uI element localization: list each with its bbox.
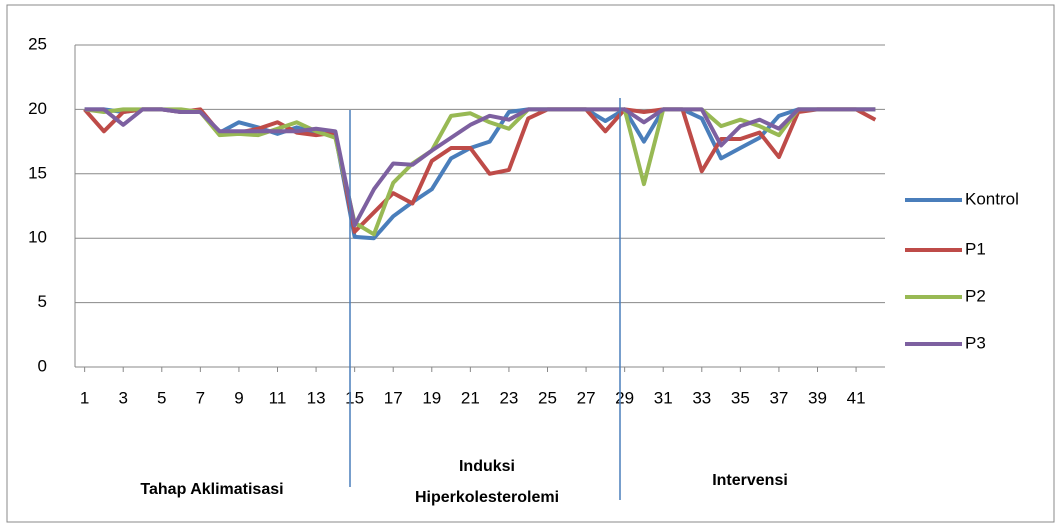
x-tick-label: 3	[118, 388, 127, 407]
x-tick-label: 15	[345, 388, 364, 407]
x-tick-label: 39	[808, 388, 827, 407]
annotation: Tahap Aklimatisasi	[140, 481, 283, 498]
x-tick-label: 27	[577, 388, 596, 407]
annotation: Induksi	[459, 458, 515, 475]
chart-frame	[6, 4, 1055, 523]
y-tick-label: 25	[28, 34, 47, 53]
y-tick-label: 20	[28, 99, 47, 118]
x-tick-label: 23	[499, 388, 518, 407]
x-tick-label: 9	[234, 388, 243, 407]
x-tick-label: 11	[269, 388, 287, 407]
legend-label: P1	[965, 239, 986, 258]
x-tick-label: 21	[461, 388, 480, 407]
x-tick-label: 19	[422, 388, 441, 407]
x-tick-label: 31	[654, 388, 673, 407]
x-tick-label: 25	[538, 388, 557, 407]
x-tick-label: 17	[384, 388, 403, 407]
x-tick-label: 33	[692, 388, 711, 407]
y-tick-label: 0	[38, 356, 47, 375]
x-tick-label: 1	[80, 388, 89, 407]
x-tick-label: 35	[731, 388, 750, 407]
x-tick-label: 41	[847, 388, 866, 407]
x-tick-label: 37	[769, 388, 788, 407]
y-tick-label: 10	[28, 228, 47, 247]
annotation: Hiperkolesterolemi	[415, 489, 559, 506]
legend-label: P3	[965, 333, 986, 352]
legend-label: P2	[965, 286, 986, 305]
x-tick-label: 29	[615, 388, 634, 407]
series-line	[84, 107, 876, 237]
y-tick-label: 15	[28, 163, 47, 182]
x-tick-label: 13	[307, 388, 326, 407]
x-tick-label: 7	[196, 388, 205, 407]
legend-label: Kontrol	[965, 189, 1019, 208]
y-tick-label: 5	[38, 292, 47, 311]
annotation: Intervensi	[712, 472, 788, 489]
series-line	[84, 107, 876, 228]
x-tick-label: 5	[157, 388, 166, 407]
